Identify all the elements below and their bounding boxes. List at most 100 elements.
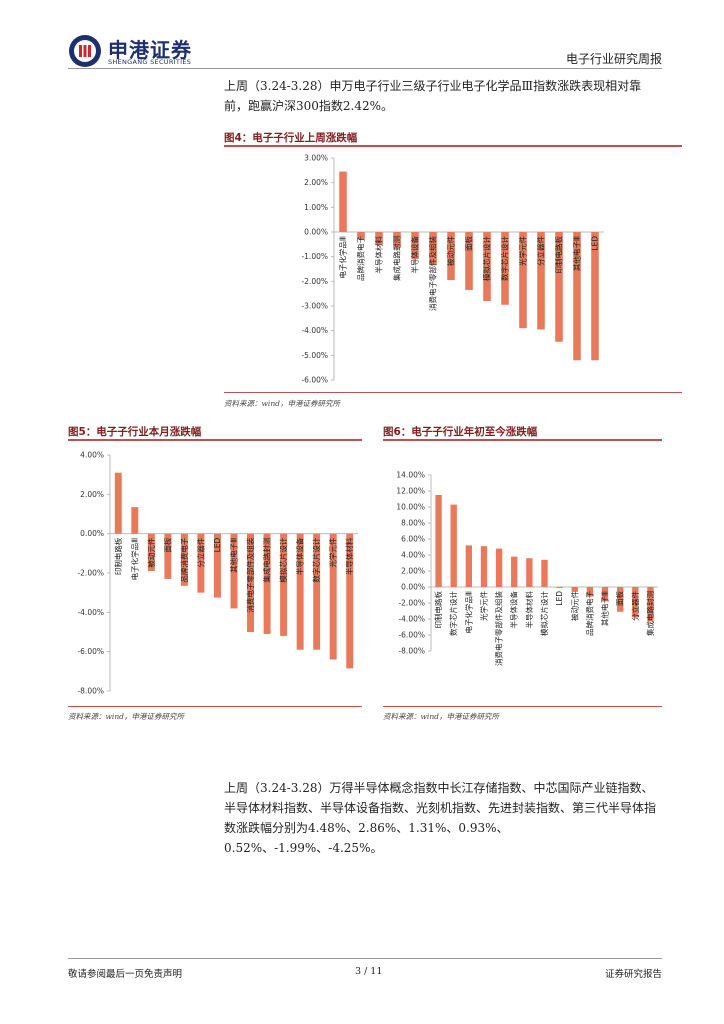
- category-label: 集成电路封测: [645, 591, 655, 636]
- bar-消费电子零部件及组装: [247, 533, 255, 632]
- bar-面板: [616, 587, 624, 612]
- y-tick-label: 4.00%: [80, 451, 104, 460]
- bar-印制电路板: [555, 232, 563, 342]
- bar-消费电子零部件及组装: [429, 232, 437, 266]
- y-tick-label: 1.00%: [304, 203, 328, 212]
- bar-电子化学品Ⅲ: [465, 545, 473, 587]
- category-label: 被动元件: [569, 591, 579, 621]
- y-tick-label: -4.00%: [301, 326, 328, 335]
- y-tick-label: 12.00%: [396, 487, 425, 496]
- bar-印制电路板: [114, 472, 122, 534]
- header-divider: [68, 68, 662, 69]
- category-label: 半导体设备: [410, 236, 420, 274]
- category-label: 半导体材料: [374, 236, 384, 274]
- category-label: 半导体设备: [509, 591, 519, 629]
- y-tick-label: -8.00%: [77, 687, 104, 696]
- bar-被动元件: [447, 232, 455, 281]
- paragraph-weekly-summary: 上周（3.24-3.28）申万电子行业三级子行业电子化学品Ⅲ指数涨跌表现相对靠前…: [224, 79, 642, 113]
- fig5-bottom-rule: [68, 706, 362, 707]
- fig4-top-rule: [224, 145, 682, 147]
- bar-LED: [213, 533, 221, 598]
- bar-半导体材料: [375, 232, 383, 245]
- category-label: 印制电路板: [554, 236, 564, 274]
- bar-品牌消费电子: [180, 533, 188, 586]
- y-tick-label: -6.00%: [301, 376, 328, 385]
- category-label: 光学元件: [478, 591, 488, 621]
- fig4-chart: 3.00% 2.00% 1.00% 0.00% -1.00% -2.00% -3.00% -4…: [301, 154, 604, 385]
- category-label: 品牌消费电子: [356, 236, 366, 281]
- y-tick-label: -2.00%: [77, 569, 104, 578]
- bar-电子化学品Ⅲ: [131, 507, 139, 534]
- bar-半导体设备: [296, 533, 304, 650]
- category-label: 半导体设备: [295, 537, 305, 575]
- bar-数字芯片设计: [313, 533, 321, 650]
- y-tick-label: 0.00%: [401, 583, 425, 592]
- fig6-title: 图6：电子子行业年初至今涨跌幅: [383, 426, 538, 438]
- fig4-source: 资料来源：wind，申港证券研究所: [224, 399, 340, 408]
- bar-数字芯片设计: [501, 232, 509, 305]
- bar-模拟芯片设计: [541, 559, 548, 587]
- fig6-source: 资料来源：wind，申港证券研究所: [383, 712, 499, 721]
- y-tick-label: -6.00%: [398, 631, 425, 640]
- category-label: 被动元件: [146, 537, 156, 567]
- bar-电子化学品Ⅲ: [339, 171, 347, 232]
- brand-logo-icon: [69, 35, 101, 67]
- y-tick-label: 14.00%: [396, 471, 425, 480]
- category-label: 数字芯片设计: [448, 591, 458, 636]
- y-tick-label: 8.00%: [401, 519, 425, 528]
- category-label: 半导体材料: [524, 591, 534, 629]
- category-label: 消费电子零部件及组装: [428, 236, 438, 311]
- category-label: 集成电路封测: [392, 236, 402, 281]
- bar-分立器件: [197, 533, 205, 593]
- category-label: 品牌消费电子: [584, 591, 594, 636]
- y-tick-label: -6.00%: [77, 647, 104, 656]
- category-label: 光学元件: [518, 236, 528, 266]
- category-label: 其他电子Ⅲ: [229, 538, 239, 573]
- fig4-bottom-rule: [224, 392, 682, 393]
- bar-被动元件: [571, 587, 578, 592]
- bar-LED: [556, 587, 563, 588]
- bar-模拟芯片设计: [483, 232, 491, 302]
- y-tick-label: 10.00%: [396, 503, 425, 512]
- category-label: 其他电子Ⅲ: [572, 236, 582, 271]
- bar-分立器件: [632, 587, 639, 618]
- page-number: 3 / 11: [355, 966, 383, 977]
- fig4-title: 图4：电子子行业上周涨跌幅: [224, 132, 358, 144]
- bar-数字芯片设计: [450, 504, 457, 587]
- bar-集成电路封测: [263, 533, 271, 634]
- category-label: 分立器件: [536, 236, 546, 266]
- y-tick-label: -3.00%: [301, 302, 328, 311]
- bar-模拟芯片设计: [280, 533, 288, 636]
- y-tick-label: -5.00%: [301, 351, 328, 360]
- bar-半导体设备: [411, 232, 419, 260]
- bar-光学元件: [480, 546, 488, 587]
- bar-印制电路板: [435, 495, 442, 587]
- category-label: 被动元件: [446, 236, 456, 266]
- fig5-top-rule: [68, 439, 362, 441]
- category-label: 分立器件: [195, 537, 205, 567]
- category-label: 模拟芯片设计: [482, 236, 492, 281]
- bar-其他电子Ⅲ: [573, 232, 581, 361]
- fig5-chart: 4.00% 2.00% 0.00% -2.00% -4.00% -6.00% -8.00% 印…: [77, 451, 358, 696]
- category-label: 消费电子零部件及组装: [494, 591, 504, 666]
- category-label: 印制电路板: [433, 591, 443, 629]
- category-label: LED: [591, 236, 600, 251]
- y-tick-label: 0.00%: [304, 228, 328, 237]
- category-label: 其他电子Ⅲ: [600, 591, 610, 626]
- y-tick-label: 4.00%: [401, 551, 425, 560]
- category-label: 模拟芯片设计: [278, 537, 288, 582]
- bar-半导体材料: [346, 533, 354, 669]
- bar-光学元件: [329, 533, 337, 660]
- category-label: 数字芯片设计: [311, 537, 321, 582]
- bar-分立器件: [537, 232, 545, 330]
- bar-光学元件: [519, 232, 527, 329]
- footer-divider: [68, 958, 662, 959]
- bar-LED: [591, 232, 599, 361]
- category-label: 数字芯片设计: [500, 236, 510, 281]
- brand-name-en: SHENGANG SECURITIES: [108, 58, 192, 66]
- bar-被动元件: [147, 533, 155, 572]
- category-label: LED: [555, 591, 564, 606]
- category-label: 半导体材料: [344, 537, 354, 575]
- category-label: LED: [213, 537, 222, 552]
- fig5-source: 资料来源：wind，申港证券研究所: [68, 712, 184, 721]
